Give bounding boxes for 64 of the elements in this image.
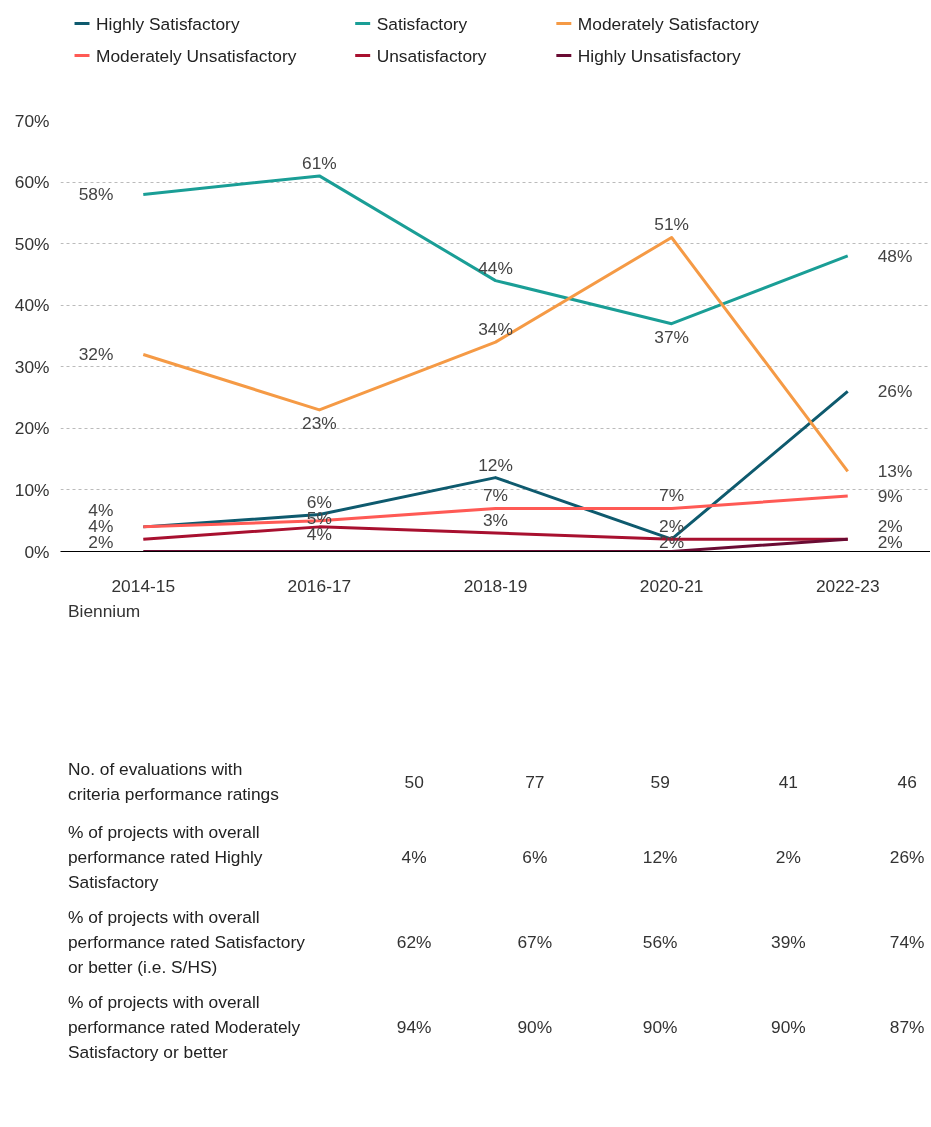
text: 87% <box>889 1016 925 1037</box>
text: % of projects with overall performance rated Highly Satisfactory <box>67 821 263 892</box>
y-tick-label: 40% <box>14 295 50 316</box>
x-tick-label: 2022-23 <box>815 575 880 596</box>
data-label: 26% <box>877 381 913 402</box>
line-series <box>141 235 850 473</box>
text: 56% <box>642 931 678 952</box>
y-tick-label: 60% <box>14 172 50 193</box>
data-label: 4% <box>306 523 332 544</box>
text: 90% <box>771 1016 806 1037</box>
x-tick-label: 2014-15 <box>111 575 176 596</box>
text: 41 <box>778 771 798 792</box>
data-label: 32% <box>78 344 114 365</box>
data-label: 23% <box>302 412 337 433</box>
y-tick-label: 0% <box>24 541 50 562</box>
legend-label: Satisfactory <box>376 13 468 34</box>
data-label: 13% <box>877 461 913 482</box>
text: 59 <box>650 771 670 792</box>
y-tick-label: 70% <box>14 110 50 131</box>
data-label: 6% <box>306 491 332 512</box>
legend-label: Moderately Unsatisfactory <box>96 45 297 66</box>
text: 46 <box>897 771 917 792</box>
data-label: 61% <box>302 152 337 173</box>
text: 39% <box>771 931 806 952</box>
text: 74% <box>889 931 925 952</box>
data-label: 9% <box>877 486 903 507</box>
text: 26% <box>889 846 925 867</box>
data-label: 44% <box>478 257 513 278</box>
legend-label: Moderately Satisfactory <box>577 13 760 34</box>
text: 94% <box>396 1016 432 1037</box>
data-label: 3% <box>482 510 509 531</box>
y-tick-label: 50% <box>14 233 50 254</box>
legend-label: Highly Satisfactory <box>96 13 240 34</box>
text: 77 <box>525 771 545 792</box>
data-label: 7% <box>659 485 685 506</box>
legend-label: Unsatisfactory <box>376 45 487 66</box>
data-label: 2% <box>659 515 685 536</box>
data-label: 48% <box>877 245 913 266</box>
data-label: 12% <box>478 454 513 475</box>
y-tick-label: 10% <box>14 479 50 500</box>
x-axis-title: Biennium <box>67 600 141 621</box>
data-label: 34% <box>478 319 513 340</box>
data-label: 37% <box>654 326 689 347</box>
text: % of projects with overall performance rated Moderately Satisfactory or better <box>67 991 301 1062</box>
text: 2% <box>775 846 801 867</box>
text: 4% <box>401 846 427 867</box>
text: 50 <box>404 771 424 792</box>
text: 90% <box>517 1016 553 1037</box>
text: 6% <box>522 846 548 867</box>
text: 67% <box>517 931 553 952</box>
text: % of projects with overall performance rated Satisfactory or better (i.e. S/HS) <box>67 906 306 977</box>
data-label: 7% <box>482 485 509 506</box>
x-tick-label: 2018-19 <box>463 575 528 596</box>
text: 90% <box>642 1016 678 1037</box>
y-tick-label: 30% <box>14 356 50 377</box>
data-label: 58% <box>78 184 114 205</box>
x-tick-label: 2016-17 <box>287 575 352 596</box>
text: No. of evaluations with criteria performance ratings <box>67 759 280 804</box>
text: 12% <box>642 846 678 867</box>
text: 62% <box>396 931 432 952</box>
data-label: 51% <box>654 214 689 235</box>
y-tick-label: 20% <box>14 418 50 439</box>
x-tick-label: 2020-21 <box>639 575 704 596</box>
legend-label: Highly Unsatisfactory <box>577 45 741 66</box>
